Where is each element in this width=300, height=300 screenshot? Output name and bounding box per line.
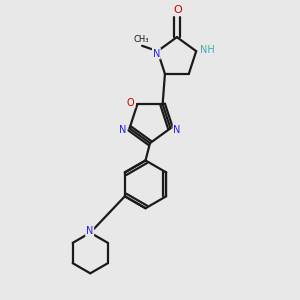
- Text: N: N: [153, 49, 160, 58]
- Text: N: N: [119, 125, 127, 135]
- Text: O: O: [174, 5, 182, 15]
- Text: N: N: [173, 125, 181, 135]
- Text: NH: NH: [200, 45, 215, 55]
- Text: N: N: [86, 226, 93, 236]
- Text: CH₃: CH₃: [134, 35, 149, 44]
- Text: O: O: [127, 98, 135, 108]
